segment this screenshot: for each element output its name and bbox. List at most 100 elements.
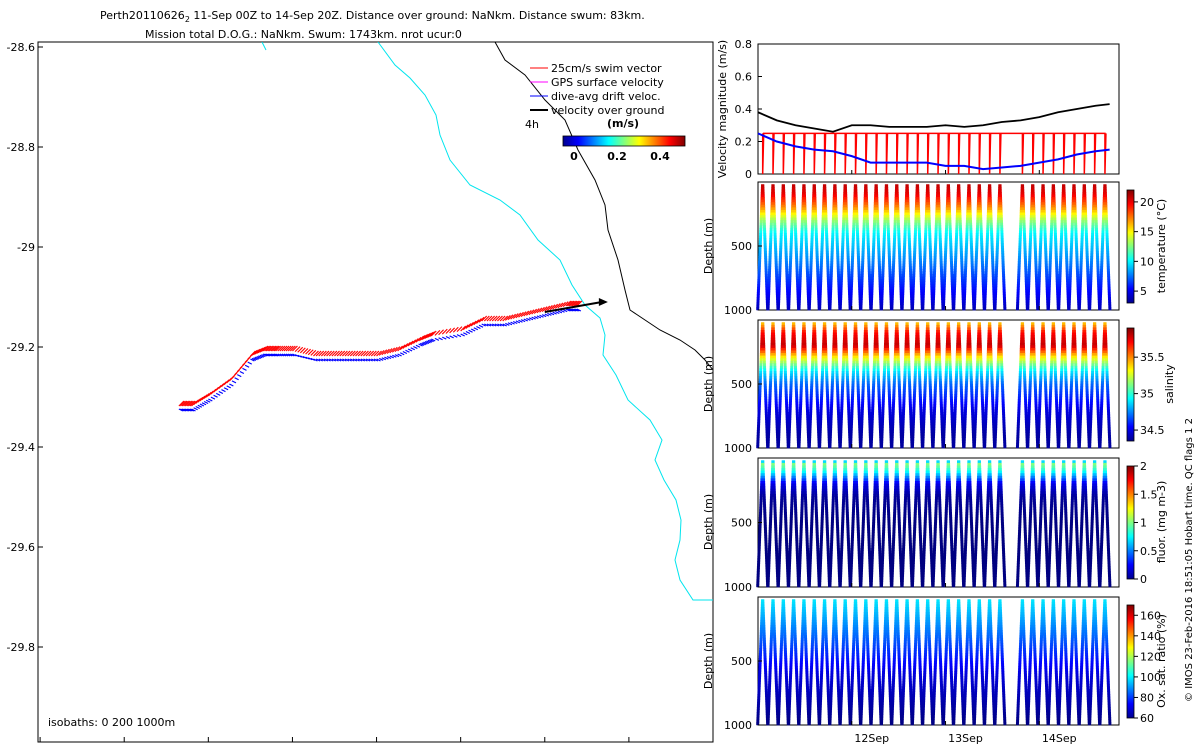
profile-point: [815, 253, 819, 257]
profile-point: [788, 414, 792, 418]
profile-point: [1037, 276, 1041, 280]
profile-point: [1090, 258, 1094, 262]
profile-point: [961, 281, 965, 285]
profile-point: [771, 192, 775, 196]
profile-point: [819, 419, 823, 423]
profile-point: [852, 353, 856, 357]
profile-point: [830, 256, 834, 260]
profile-point: [892, 381, 896, 385]
profile-point: [945, 207, 949, 211]
profile-point: [773, 222, 777, 226]
profile-point: [861, 378, 865, 382]
profile-point: [855, 363, 859, 367]
profile-point: [774, 399, 778, 403]
profile-point: [988, 186, 992, 190]
profile-point: [788, 276, 792, 280]
profile-point: [804, 227, 808, 231]
profile-point: [1060, 227, 1064, 231]
profile-point: [906, 202, 910, 206]
profile-point: [804, 230, 808, 234]
profile-point: [860, 281, 864, 285]
profile-point: [984, 276, 988, 280]
profile-point: [836, 409, 840, 413]
profile-point: [818, 304, 822, 308]
profile-point: [882, 248, 886, 252]
profile-point: [816, 417, 820, 421]
profile-point: [811, 207, 815, 211]
profile-point: [882, 383, 886, 387]
profile-point: [1058, 271, 1062, 275]
profile-point: [802, 324, 806, 328]
profile-point: [1043, 225, 1047, 229]
drift-arrow: [321, 358, 326, 362]
profile-point: [824, 204, 828, 208]
profile-point: [1083, 204, 1087, 208]
profile-point: [1044, 248, 1048, 252]
profile-point: [962, 304, 966, 308]
profile-point: [958, 204, 962, 208]
profile-point: [769, 230, 773, 234]
profile-point: [874, 189, 878, 193]
profile-point: [762, 363, 766, 367]
profile-point: [813, 347, 817, 351]
profile-point: [839, 286, 843, 290]
profile-point: [794, 370, 798, 374]
profile-point: [891, 268, 895, 272]
profile-point: [959, 227, 963, 231]
profile-point: [1042, 194, 1046, 198]
profile-point: [1090, 253, 1094, 257]
profile-point: [964, 266, 968, 270]
profile-point: [821, 358, 825, 362]
profile-point: [882, 240, 886, 244]
profile-point: [1040, 204, 1044, 208]
profile-point: [976, 209, 980, 213]
profile-point: [896, 217, 900, 221]
profile-point: [897, 368, 901, 372]
profile-point: [976, 204, 980, 208]
profile-point: [835, 376, 839, 380]
profile-point: [1089, 279, 1093, 283]
profile-point: [969, 240, 973, 244]
profile-point: [825, 383, 829, 387]
profile-point: [1080, 238, 1084, 242]
profile-point: [839, 427, 843, 431]
profile-point: [1090, 250, 1094, 254]
profile-point: [955, 215, 959, 219]
profile-point: [1043, 243, 1047, 247]
profile-point: [780, 220, 784, 224]
swim-arrow: [326, 350, 333, 357]
profile-point: [763, 381, 767, 385]
profile-point: [875, 209, 879, 213]
profile-point: [1055, 266, 1059, 270]
profile-point: [1085, 243, 1089, 247]
profile-point: [790, 212, 794, 216]
profile-point: [893, 355, 897, 359]
profile-point: [795, 258, 799, 262]
profile-point: [888, 273, 892, 277]
profile-point: [1031, 184, 1035, 188]
profile-point: [814, 225, 818, 229]
profile-point: [963, 279, 967, 283]
profile-point: [939, 268, 943, 272]
profile-point: [936, 189, 940, 193]
profile-point: [788, 401, 792, 405]
profile-point: [799, 394, 803, 398]
profile-point: [1055, 284, 1059, 288]
profile-point: [882, 373, 886, 377]
profile-point: [804, 225, 808, 229]
profile-point: [777, 284, 781, 288]
swim-arrow: [389, 347, 396, 354]
profile-point: [847, 409, 851, 413]
profile-point: [825, 378, 829, 382]
profile-point: [782, 209, 786, 213]
profile-point: [835, 238, 839, 242]
profile-point: [799, 386, 803, 390]
profile-point: [973, 291, 977, 295]
profile-point: [836, 268, 840, 272]
profile-point: [985, 240, 989, 244]
profile-point: [924, 232, 928, 236]
profile-point: [973, 289, 977, 293]
profile-point: [914, 227, 918, 231]
profile-point: [769, 376, 773, 380]
profile-point: [783, 212, 787, 216]
